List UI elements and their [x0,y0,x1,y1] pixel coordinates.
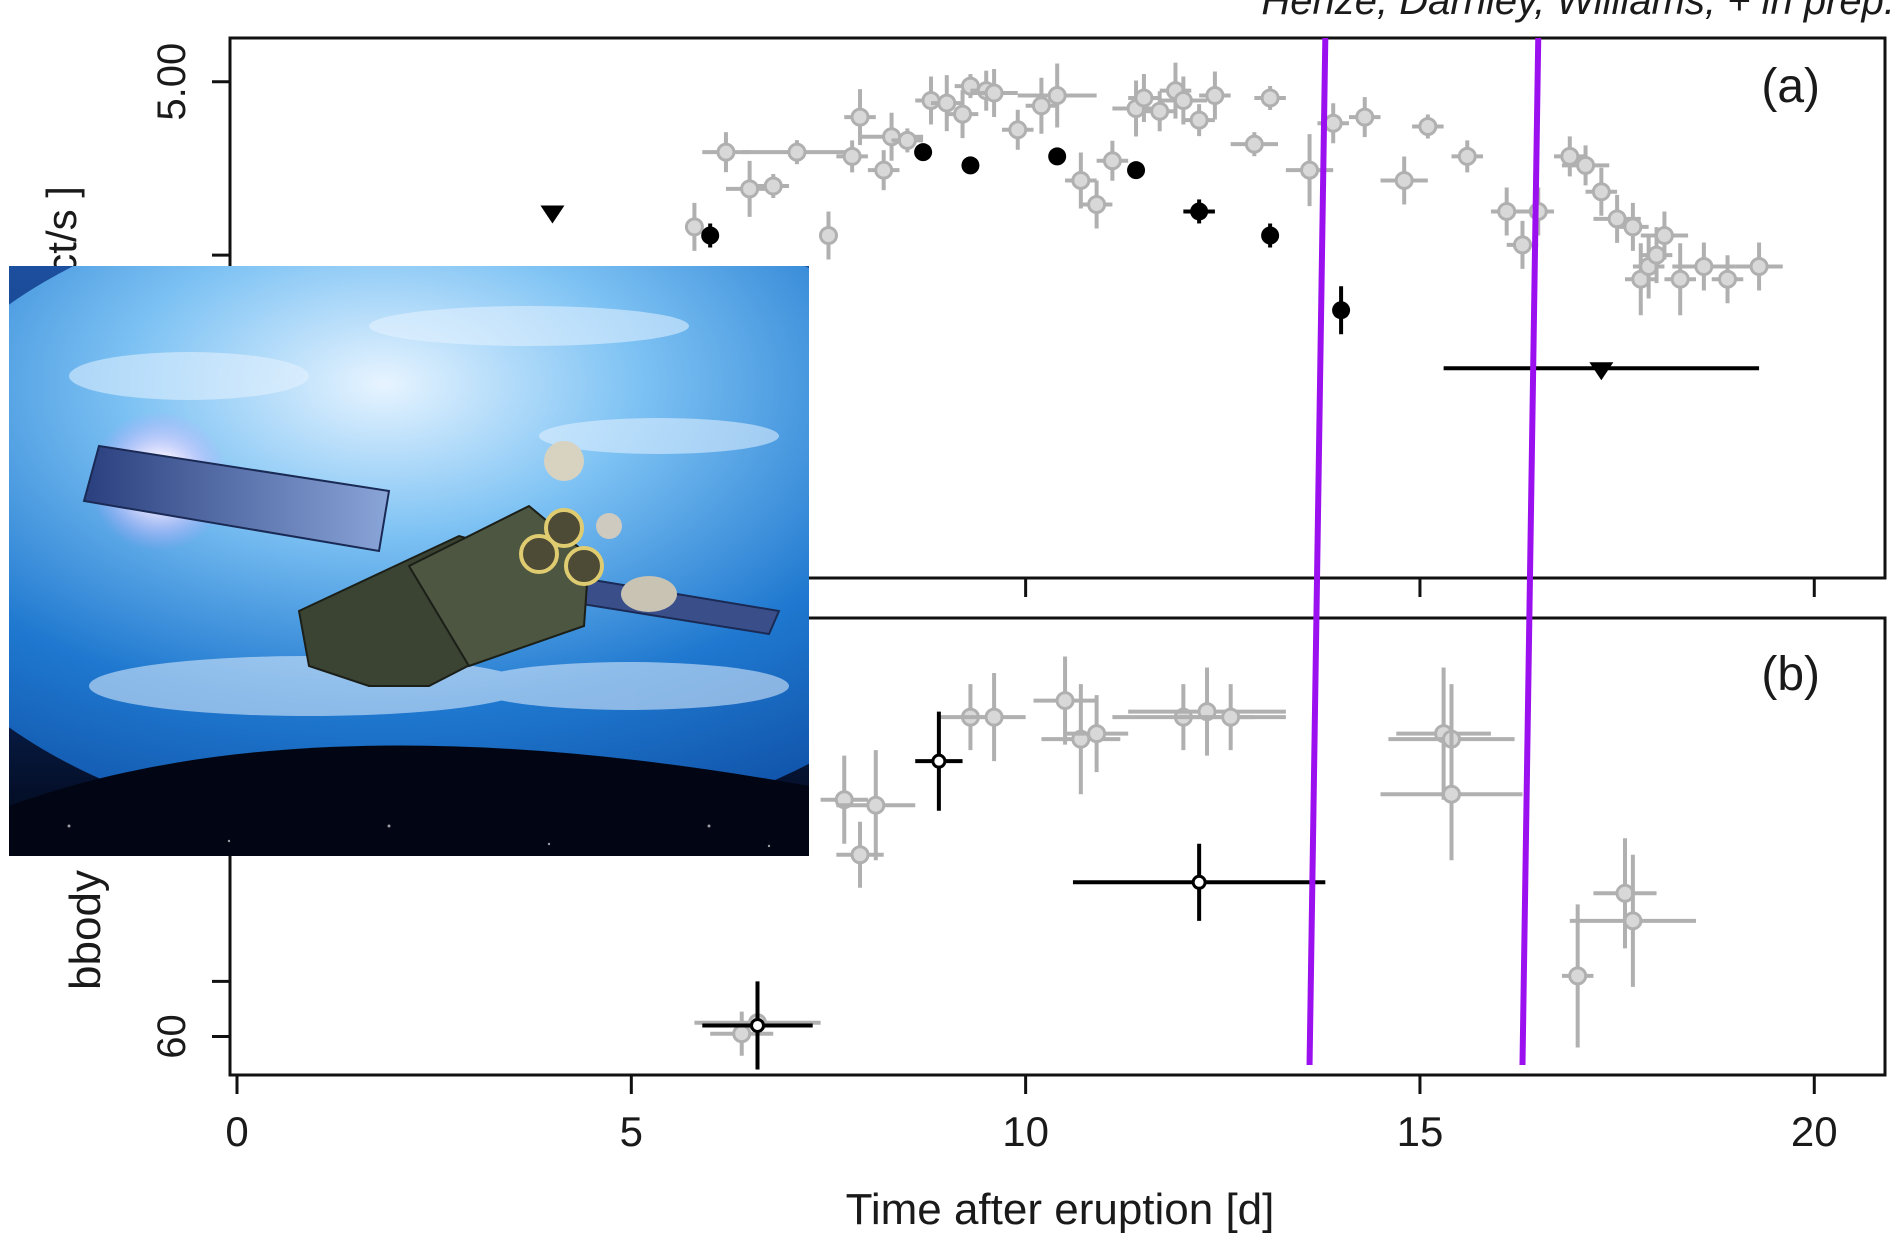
data-point [1285,134,1334,207]
data-point [931,75,963,132]
data-point [1080,180,1113,229]
upper-limit-point [540,205,565,224]
data-point [1025,77,1058,134]
data-point [1735,242,1783,291]
data-point [1175,684,1286,751]
data-point [1128,667,1286,756]
y-tick-label-b: 60 [150,1014,194,1059]
data-point [836,750,916,861]
data-point [1128,73,1160,122]
data-point [701,223,720,248]
data-point [1640,211,1689,260]
data-point [1348,97,1381,138]
data-point [961,156,980,175]
data-point [1632,234,1665,299]
data-point [1569,854,1696,987]
data-point [725,160,774,217]
data-point [1127,161,1146,180]
data-point [1561,145,1610,186]
data-point [1490,187,1523,236]
data-point [1033,656,1097,745]
data-point [1585,167,1618,216]
data-point [1554,136,1586,177]
x-tick-label: 10 [1002,1108,1049,1155]
data-point [914,143,933,162]
data-point [1065,152,1097,209]
panel-a-label: (a) [1761,60,1820,113]
data-point [1183,104,1215,137]
x-tick-label: 5 [620,1108,643,1155]
data-point [962,673,1026,762]
marker-line [1306,37,1329,1066]
data-point [1617,202,1649,251]
data-point [1143,91,1176,132]
data-point [1261,223,1280,248]
data-point [1396,667,1491,800]
data-point [684,202,704,251]
credit-text: Henze, Darnley, Williams, + in prep. [1261,0,1895,23]
data-point [1230,132,1278,157]
panel-b: (b) 60 0 5 10 15 20 [150,578,1887,1155]
x-tick-label: 20 [1791,1108,1838,1155]
data-point [1561,904,1594,1048]
data-point [1183,199,1215,224]
y-tick-label-a: 5.00 [150,43,194,121]
marker-lines [1306,37,1542,1066]
x-tick-label: 15 [1397,1108,1444,1155]
data-point [1506,220,1539,269]
data-point [891,128,924,153]
data-point [1072,843,1326,921]
data-point [818,211,838,260]
data-point [1593,838,1657,949]
data-point [1017,63,1097,128]
data-point [915,711,963,811]
data-point [1380,156,1428,205]
data-point [1332,286,1351,335]
data-point [1048,147,1067,166]
data-point [702,132,750,173]
data-point [946,90,979,139]
data-point [1711,255,1744,304]
data-point [1380,728,1523,861]
data-point [1096,140,1129,181]
data-point [836,140,868,173]
data-point [836,821,884,888]
satellite-photo [9,266,809,856]
data-point [710,1011,774,1056]
data-point [1451,140,1484,173]
y-axis-label-b: bbody [61,870,110,990]
data-point [1065,695,1129,773]
data-point [1199,71,1231,120]
x-axis-label: Time after eruption [d] [846,1185,1275,1234]
data-point [1001,109,1034,150]
data-point [1412,114,1444,139]
upper-limit-point [1443,362,1760,381]
panel-b-label: (b) [1761,648,1820,701]
x-tick-label: 0 [225,1108,248,1155]
data-point [702,981,813,1070]
data-point [1159,76,1208,125]
data-point [1254,85,1286,110]
data-point [970,69,1018,118]
marker-line [1519,37,1542,1066]
data-point [741,140,853,165]
data-point [1664,243,1696,316]
data-point [915,76,947,125]
data-point [1672,242,1736,291]
data-point [867,150,900,191]
data-point [757,173,790,198]
